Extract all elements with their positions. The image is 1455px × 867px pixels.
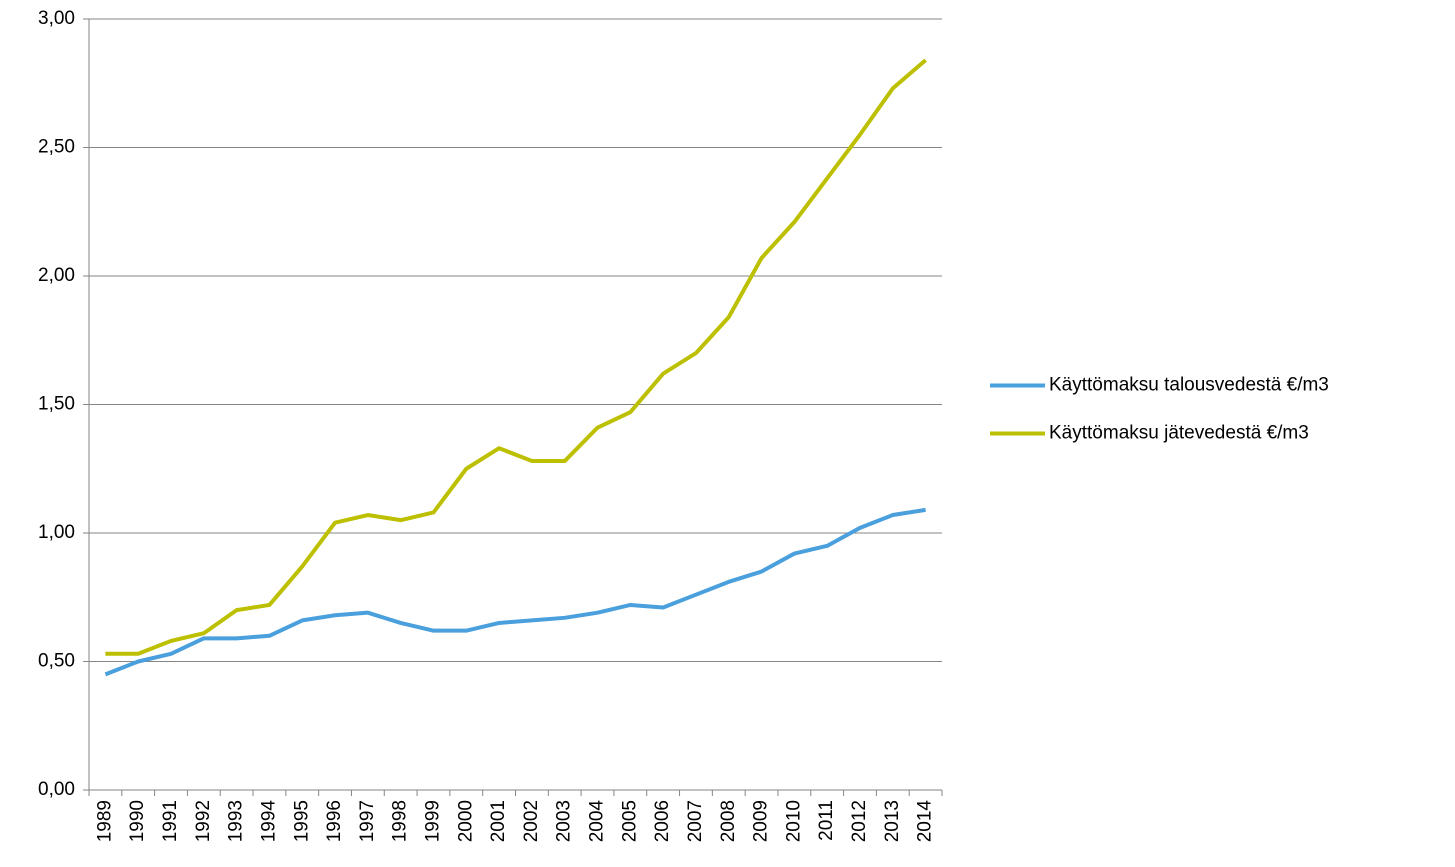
legend-label: Käyttömaksu talousvedestä €/m3 — [1049, 375, 1329, 396]
x-tick-label: 2013 — [882, 800, 903, 842]
y-tick-label: 1,50 — [38, 394, 75, 415]
x-tick-label: 2011 — [816, 800, 837, 841]
x-tick-label: 1989 — [94, 800, 115, 842]
x-tick-label: 2002 — [521, 800, 542, 842]
x-tick-label: 2006 — [652, 800, 673, 842]
legend-label: Käyttömaksu jätevedestä €/m3 — [1049, 423, 1309, 444]
y-tick-label: 3,00 — [38, 8, 75, 29]
x-tick-label: 2010 — [783, 800, 804, 842]
x-tick-label: 1991 — [160, 800, 181, 842]
series-line — [104, 507, 926, 677]
x-tick-label: 2005 — [619, 800, 640, 842]
x-tick-label: 1997 — [357, 800, 378, 842]
x-tick-label: 2003 — [554, 800, 575, 842]
x-tick-label: 2000 — [455, 800, 476, 842]
y-tick-label: 0,00 — [38, 779, 75, 800]
x-tick-label: 2014 — [915, 800, 936, 843]
x-tick-label: 2001 — [488, 800, 509, 842]
y-tick-label: 1,00 — [38, 522, 75, 543]
x-tick-label: 1992 — [193, 800, 214, 842]
x-tick-label: 1994 — [258, 800, 279, 843]
y-tick-label: 0,50 — [38, 651, 75, 672]
x-tick-label: 1998 — [390, 800, 411, 842]
x-tick-label: 1996 — [324, 800, 345, 842]
x-tick-label: 1995 — [291, 800, 312, 842]
x-tick-label: 2008 — [718, 800, 739, 842]
series-line — [105, 58, 927, 656]
x-tick-label: 2009 — [751, 800, 772, 842]
y-tick-label: 2,00 — [38, 265, 75, 286]
x-tick-label: 1993 — [226, 800, 247, 842]
x-tick-label: 1990 — [127, 800, 148, 842]
x-tick-label: 2004 — [587, 800, 608, 843]
x-tick-label: 2012 — [849, 800, 870, 842]
x-tick-label: 1999 — [422, 800, 443, 842]
x-tick-label: 2007 — [685, 800, 706, 842]
y-tick-label: 2,50 — [38, 137, 75, 158]
